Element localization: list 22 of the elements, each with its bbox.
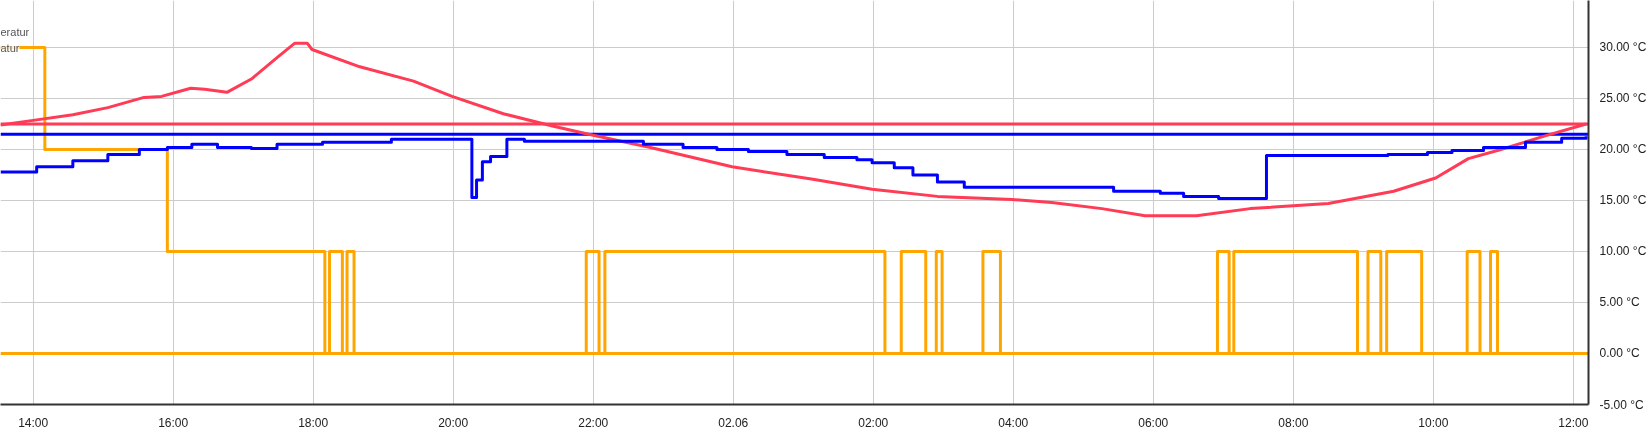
annotation: atur: [0, 41, 20, 54]
x-tick-label: 08:00: [1278, 415, 1309, 430]
x-tick-label: 10:00: [1418, 415, 1449, 430]
x-tick-label: 16:00: [158, 415, 189, 430]
y-tick-label: 20.00 °C: [1599, 142, 1647, 157]
annotation: eratur: [0, 25, 30, 38]
x-tick-label: 18:00: [298, 415, 329, 430]
x-tick-label: 02.06: [718, 415, 749, 430]
x-tick-label: 20:00: [438, 415, 469, 430]
y-tick-label: 25.00 °C: [1599, 91, 1647, 106]
x-tick-label: 14:00: [18, 415, 49, 430]
y-tick-label: 10.00 °C: [1599, 244, 1647, 259]
y-tick-label: 0.00 °C: [1599, 346, 1640, 361]
y-tick-label: 15.00 °C: [1599, 193, 1647, 208]
x-tick-label: 02:00: [858, 415, 889, 430]
x-tick-label: 06:00: [1138, 415, 1169, 430]
x-tick-label: 22:00: [578, 415, 609, 430]
y-tick-label: -5.00 °C: [1599, 397, 1644, 412]
y-tick-label: 30.00 °C: [1599, 40, 1647, 55]
x-tick-label: 04:00: [998, 415, 1029, 430]
y-tick-label: 5.00 °C: [1599, 295, 1640, 310]
x-tick-label: 12:00: [1558, 415, 1589, 430]
